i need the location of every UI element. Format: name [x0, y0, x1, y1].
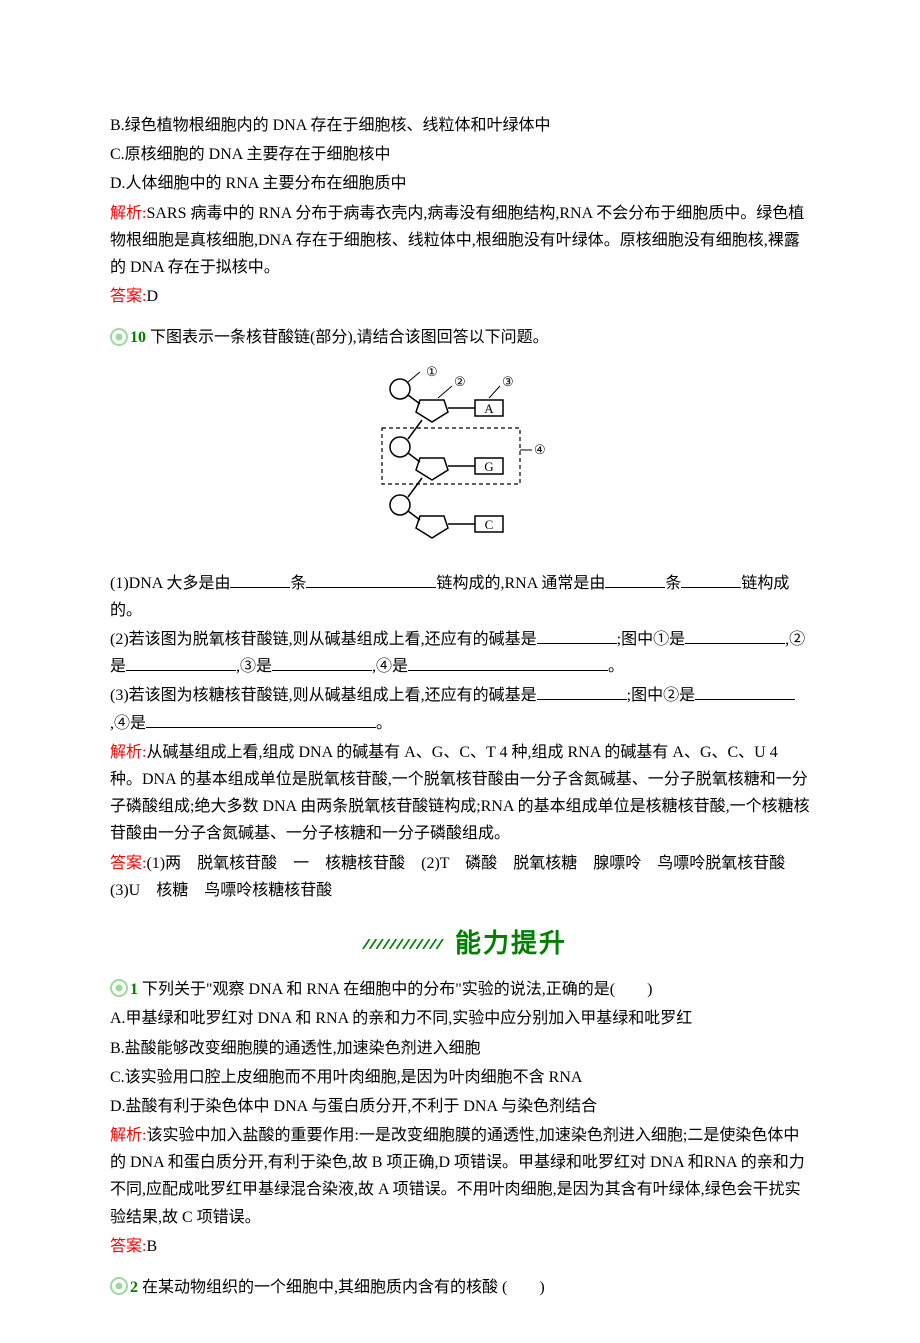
q10-p1-a: (1)DNA 大多是由 — [110, 575, 230, 592]
s2q1-option-c: C.该实验用口腔上皮细胞而不用叶肉细胞,是因为叶肉细胞不含 RNA — [110, 1064, 810, 1091]
q10-analysis: 解析:从碱基组成上看,组成 DNA 的碱基有 A、G、C、T 4 种,组成 RN… — [110, 739, 810, 848]
blank — [605, 570, 665, 588]
q10-p3-a: (3)若该图为核糖核苷酸链,则从碱基组成上看,还应有的碱基是 — [110, 687, 537, 704]
hatch-icon — [353, 939, 453, 949]
blank — [681, 570, 741, 588]
q10-p2-d: ,③是 — [236, 658, 272, 675]
svg-text:G: G — [484, 459, 493, 474]
s2q1-answer: 答案:B — [110, 1233, 810, 1260]
s2q1-analysis: 解析:该实验中加入盐酸的重要作用:一是改变细胞膜的通透性,加速染色剂进入细胞;二… — [110, 1122, 810, 1231]
q10-p2-e: ,④是 — [372, 658, 408, 675]
q10-p1-b: 条 — [290, 575, 306, 592]
q10-stem: 下图表示一条核苷酸链(部分),请结合该图回答以下问题。 — [150, 329, 549, 346]
analysis-label: 解析: — [110, 1127, 146, 1144]
q10-p3-b: ;图中②是 — [627, 687, 695, 704]
analysis-label: 解析: — [110, 744, 146, 761]
s2q1-option-d: D.盐酸有利于染色体中 DNA 与蛋白质分开,不利于 DNA 与染色剂结合 — [110, 1093, 810, 1120]
q10-p3-d: 。 — [376, 715, 392, 732]
q10-analysis-text: 从碱基组成上看,组成 DNA 的碱基有 A、G、C、T 4 种,组成 RNA 的… — [110, 744, 810, 843]
s2q1-answer-text: B — [146, 1238, 157, 1255]
s2q2-stem: 在某动物组织的一个细胞中,其细胞质内含有的核酸 ( ) — [142, 1279, 545, 1296]
bullet-icon — [110, 328, 128, 346]
analysis-label: 解析: — [110, 205, 146, 222]
svg-text:A: A — [484, 401, 494, 416]
s2q2-stem-line: 2 在某动物组织的一个细胞中,其细胞质内含有的核酸 ( ) — [110, 1274, 810, 1301]
q10-answer-text: (1)两 脱氧核苷酸 一 核糖核苷酸 (2)T 磷酸 脱氧核糖 腺嘌呤 鸟嘌呤脱… — [110, 855, 801, 899]
blank — [306, 570, 436, 588]
q10-p2-b: ;图中①是 — [617, 631, 685, 648]
q10-p1-c: 链构成的,RNA 通常是由 — [436, 575, 605, 592]
q9-answer: 答案:D — [110, 283, 810, 310]
q10-part1: (1)DNA 大多是由条链构成的,RNA 通常是由条链构成的。 — [110, 570, 810, 624]
q9-option-b: B.绿色植物根细胞内的 DNA 存在于细胞核、线粒体和叶绿体中 — [110, 112, 810, 139]
blank — [146, 710, 376, 728]
svg-text:③: ③ — [502, 374, 514, 389]
s2q1-stem: 下列关于"观察 DNA 和 RNA 在细胞中的分布"实验的说法,正确的是( ) — [142, 981, 652, 998]
q9-answer-text: D — [146, 288, 158, 305]
blank — [537, 626, 617, 644]
answer-label: 答案: — [110, 1238, 146, 1255]
bullet-icon — [110, 979, 128, 997]
q9-option-c: C.原核细胞的 DNA 主要存在于细胞核中 — [110, 141, 810, 168]
s2q2-number: 2 — [130, 1279, 138, 1296]
q10-part3: (3)若该图为核糖核苷酸链,则从碱基组成上看,还应有的碱基是 ;图中②是 ,④是 。 — [110, 682, 810, 736]
blank — [230, 570, 290, 588]
svg-text:C: C — [485, 517, 494, 532]
answer-label: 答案: — [110, 855, 146, 872]
q9-analysis-text: SARS 病毒中的 RNA 分布于病毒衣壳内,病毒没有细胞结构,RNA 不会分布… — [110, 205, 804, 276]
blank — [408, 654, 608, 672]
q10-p2-f: 。 — [608, 658, 624, 675]
q9-analysis: 解析:SARS 病毒中的 RNA 分布于病毒衣壳内,病毒没有细胞结构,RNA 不… — [110, 200, 810, 282]
s2q1-option-a: A.甲基绿和吡罗红对 DNA 和 RNA 的亲和力不同,实验中应分别加入甲基绿和… — [110, 1005, 810, 1032]
s2q1-option-b: B.盐酸能够改变细胞膜的通透性,加速染色剂进入细胞 — [110, 1035, 810, 1062]
bullet-icon — [110, 1277, 128, 1295]
s2q1-number: 1 — [130, 981, 138, 998]
s2q1-stem-line: 1 下列关于"观察 DNA 和 RNA 在细胞中的分布"实验的说法,正确的是( … — [110, 976, 810, 1003]
section2-title: 能力提升 — [455, 922, 567, 966]
q10-stem-line: 10 下图表示一条核苷酸链(部分),请结合该图回答以下问题。 — [110, 324, 810, 351]
q10-diagram: A G C ① ② ③ ④ — [110, 364, 810, 558]
q10-p2-a: (2)若该图为脱氧核苷酸链,则从碱基组成上看,还应有的碱基是 — [110, 631, 537, 648]
answer-label: 答案: — [110, 288, 146, 305]
q10-answer: 答案:(1)两 脱氧核苷酸 一 核糖核苷酸 (2)T 磷酸 脱氧核糖 腺嘌呤 鸟… — [110, 850, 810, 904]
q10-number: 10 — [130, 329, 146, 346]
svg-text:①: ① — [426, 364, 438, 379]
blank — [537, 683, 627, 701]
svg-text:②: ② — [454, 374, 466, 389]
s2q1-analysis-text: 该实验中加入盐酸的重要作用:一是改变细胞膜的通透性,加速染色剂进入细胞;二是使染… — [110, 1127, 805, 1226]
blank — [272, 654, 372, 672]
section2-heading: 能力提升 — [110, 922, 810, 966]
q10-p3-c: ,④是 — [110, 715, 146, 732]
q9-option-d: D.人体细胞中的 RNA 主要分布在细胞质中 — [110, 170, 810, 197]
blank — [695, 683, 795, 701]
q10-p1-d: 条 — [665, 575, 681, 592]
blank — [126, 654, 236, 672]
blank — [685, 626, 785, 644]
svg-text:④: ④ — [534, 442, 546, 457]
q10-part2: (2)若该图为脱氧核苷酸链,则从碱基组成上看,还应有的碱基是;图中①是,②是,③… — [110, 626, 810, 680]
